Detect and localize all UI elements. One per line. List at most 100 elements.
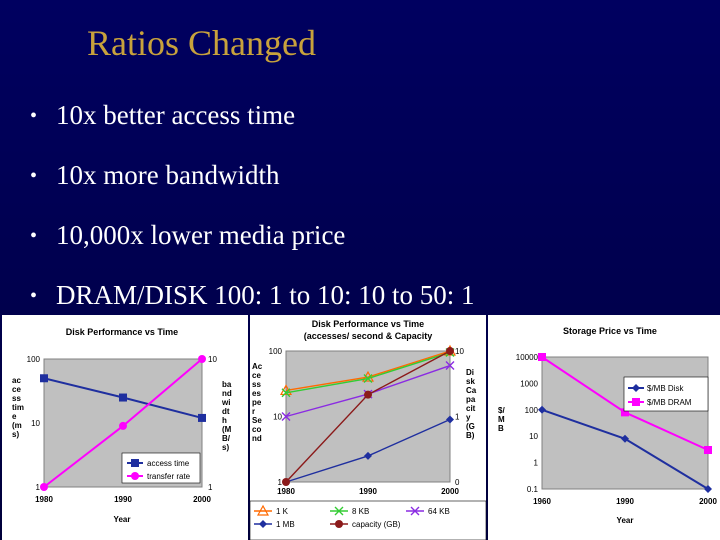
bullet-text: 10x more bandwidth (56, 160, 280, 190)
data-point (445, 361, 455, 371)
y-right-axis-label: Di sk Ca pa cit y (G B) (466, 368, 477, 440)
y-left-tick-label: 100 (269, 347, 283, 356)
plot-area (285, 350, 451, 483)
y-right-axis-label: ba nd wi dt h (M B/s) (221, 380, 232, 452)
data-point (446, 415, 454, 424)
legend-marker (335, 520, 343, 528)
data-point (538, 353, 546, 361)
legend-label: 1 MB (276, 520, 295, 529)
chart-subtitle: (accesses/ second & Capacity (304, 331, 433, 341)
y-left-tick-label: 0.1 (527, 485, 539, 494)
y-left-tick-label: 1 (534, 459, 539, 468)
data-point (364, 451, 372, 460)
legend-box (250, 500, 486, 540)
data-point (198, 355, 206, 363)
legend-marker (334, 506, 344, 516)
legend-marker (632, 398, 640, 406)
chart-disk-performance-svg: Disk Performance vs Time 1980 1990 2000 Year… (12, 327, 232, 524)
legend-label: 64 KB (428, 507, 450, 516)
y-right-tick-label: 10 (208, 355, 217, 364)
data-point (281, 388, 291, 398)
legend-marker (131, 459, 139, 467)
y-right-tick-label: 10 (455, 347, 464, 356)
legend-label: $/MB DRAM (647, 398, 692, 407)
x-tick-label: 2000 (193, 495, 211, 504)
y-left-tick-label: 10 (529, 432, 538, 441)
y-left-tick-label: 100 (27, 355, 41, 364)
legend-label: transfer rate (147, 472, 191, 481)
legend-marker (410, 506, 420, 516)
chart-title: Disk Performance vs Time (312, 319, 424, 329)
bullet-text: 10,000x lower media price (56, 220, 346, 250)
data-point (364, 390, 372, 399)
y-left-axis-label: ac ce ss tim e (m s) (12, 376, 24, 439)
legend-label: capacity (GB) (352, 520, 401, 529)
data-point (363, 374, 373, 384)
bullet-list: • 10x better access time • 10x more bandwi… (30, 92, 475, 332)
y-left-tick-label: 1 (278, 478, 283, 487)
y-left-tick-label: 10000 (516, 353, 539, 362)
y-left-tick-label: 1000 (520, 379, 538, 388)
data-point (198, 413, 206, 422)
data-point (621, 434, 629, 443)
chart-disk-accesses-capacity-svg: Disk Performance vs Time (accesses/ secon… (250, 319, 486, 540)
bullet-item: • 10x better access time (30, 92, 475, 152)
x-tick-label: 2000 (441, 487, 459, 496)
chart-title: Storage Price vs Time (563, 326, 657, 336)
data-point (446, 347, 454, 355)
x-tick-label: 1990 (616, 497, 634, 506)
x-tick-label: 1990 (114, 495, 132, 504)
legend-marker (256, 504, 270, 516)
bullet-icon: • (30, 285, 38, 307)
y-left-tick-label: 100 (525, 406, 539, 415)
slide-title: Ratios Changed (87, 23, 316, 63)
data-point (119, 393, 127, 402)
data-point (281, 412, 291, 421)
data-point (704, 485, 712, 493)
legend-box (121, 452, 201, 484)
data-point (119, 421, 127, 430)
y-left-tick-label: 10 (273, 413, 282, 422)
bullet-icon: • (30, 165, 38, 187)
chart-title: Disk Performance vs Time (66, 327, 178, 337)
y-left-axis-label: Ac ce ss es pe r Se co nd (252, 362, 263, 443)
chart-storage-price: Storage Price vs Time 1960 1990 2000 Year 100… (488, 315, 720, 540)
bullet-item: • 10,000x lower media price (30, 212, 475, 272)
data-point (538, 405, 546, 414)
legend-marker (259, 520, 267, 528)
legend-label: $/MB Disk (647, 384, 684, 393)
chart-disk-accesses-capacity: Disk Performance vs Time (accesses/ secon… (250, 315, 486, 540)
data-point (40, 374, 48, 383)
y-left-tick-label: 1 (36, 483, 41, 492)
bullet-icon: • (30, 225, 38, 247)
data-point (704, 446, 712, 455)
data-point (282, 478, 290, 486)
x-tick-label: 1960 (533, 497, 551, 506)
bullet-text: DRAM/DISK 100: 1 to 10: 10 to 50: 1 (56, 280, 475, 310)
x-tick-label: 1990 (359, 487, 377, 496)
y-right-tick-label: 1 (208, 483, 213, 492)
legend-marker (131, 472, 139, 480)
legend-marker (632, 384, 640, 392)
bullet-text: 10x better access time (56, 100, 296, 130)
bullet-item: • 10x more bandwidth (30, 152, 475, 212)
x-tick-label: 2000 (699, 497, 717, 506)
series-line (285, 350, 451, 392)
legend-label: 1 K (276, 507, 289, 516)
x-axis-label: Year (114, 515, 131, 524)
y-right-tick-label: 1 (455, 413, 460, 422)
x-tick-label: 1980 (35, 495, 53, 504)
chart-disk-performance: Disk Performance vs Time 1980 1990 2000 Year… (2, 315, 248, 540)
data-point (40, 483, 48, 491)
y-left-axis-label: $/M B (498, 406, 505, 433)
data-point (621, 408, 629, 417)
x-axis-label: Year (617, 516, 634, 525)
legend-label: access time (147, 459, 190, 468)
legend-label: 8 KB (352, 507, 369, 516)
bullet-item: • DRAM/DISK 100: 1 to 10: 10 to 50: 1 (30, 272, 475, 332)
x-tick-label: 1980 (277, 487, 295, 496)
y-right-tick-label: 0 (455, 478, 460, 487)
y-left-tick-label: 10 (31, 419, 40, 428)
